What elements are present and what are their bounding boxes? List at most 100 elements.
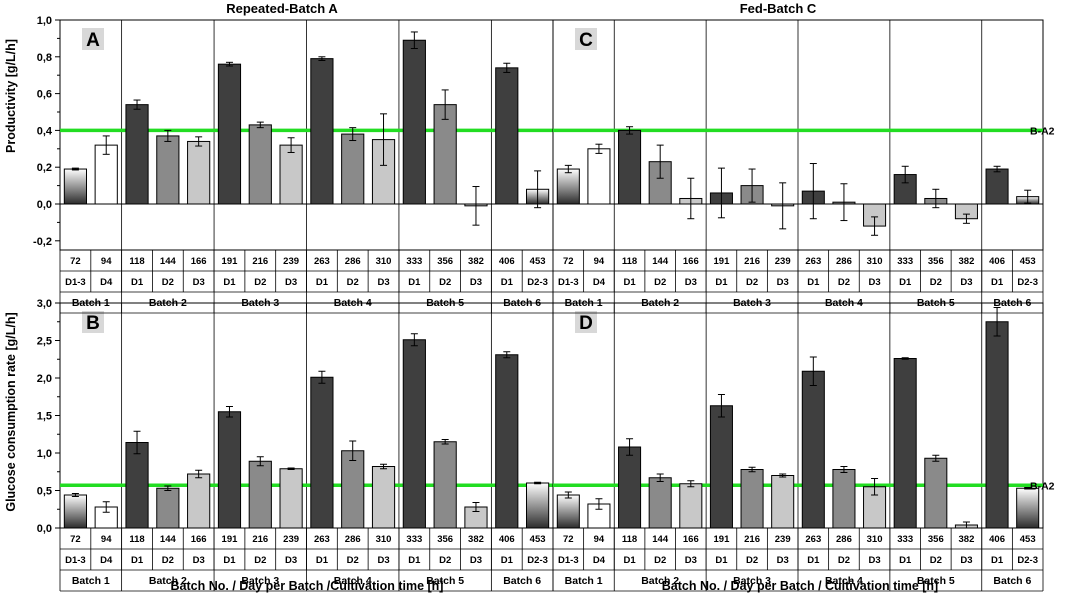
day-label: D2 — [347, 277, 359, 288]
day-label: D1 — [715, 555, 728, 566]
day-label: D1 — [991, 555, 1004, 566]
day-label: D2-3 — [1017, 555, 1038, 566]
day-label: D1 — [715, 277, 728, 288]
day-label: D2 — [654, 277, 666, 288]
panel-letter-bg — [575, 311, 597, 333]
y-tick-label: 1,0 — [37, 448, 52, 460]
bar — [709, 405, 733, 529]
hour-label: 216 — [252, 256, 268, 267]
x-category-table-top: 72 94 118 144 166 191 216 239 263 286 310 333 356 382… — [59, 250, 1044, 314]
hour-label: 118 — [129, 534, 144, 545]
hour-label: 166 — [191, 256, 207, 267]
day-label: D2-3 — [527, 277, 548, 288]
reference-label-top: B-A2 — [1030, 125, 1055, 137]
batch-label: Batch 6 — [503, 297, 541, 309]
bar — [63, 494, 87, 529]
day-label: D1-3 — [558, 277, 579, 288]
day-label: D1 — [899, 555, 912, 566]
day-label: D2 — [162, 277, 174, 288]
day-label: D1 — [623, 555, 636, 566]
hour-label: 239 — [775, 534, 791, 545]
bar — [985, 321, 1009, 529]
y-tick-label: 0,6 — [37, 89, 52, 101]
hour-label: 94 — [594, 534, 605, 545]
bar — [310, 376, 334, 529]
day-label: D4 — [593, 277, 606, 288]
xlabel-right: Batch No. / Day per Batch / Cultivation … — [662, 579, 938, 593]
hour-label: 286 — [345, 534, 361, 545]
bar — [556, 168, 580, 205]
day-label: D2 — [162, 555, 174, 566]
day-label: D3 — [777, 277, 789, 288]
y-tick-label: 3,0 — [37, 298, 52, 310]
day-label: D2-3 — [1017, 277, 1038, 288]
y-tick-label: 0,5 — [37, 486, 52, 498]
hour-label: 166 — [191, 534, 207, 545]
x-category-table-bottom: 72 94 118 144 166 191 216 239 263 286 310 333 356 382… — [59, 528, 1044, 592]
day-label: D2 — [254, 555, 266, 566]
panel-A: A — [59, 19, 554, 313]
batch-label: Batch 6 — [993, 575, 1031, 587]
bar — [156, 487, 180, 529]
hour-label: 72 — [70, 256, 81, 267]
day-label: D3 — [868, 555, 880, 566]
day-label: D1-3 — [65, 555, 86, 566]
hour-label: 166 — [683, 534, 699, 545]
bar — [740, 469, 764, 529]
bar — [402, 339, 426, 529]
hour-label: 144 — [652, 256, 669, 267]
hour-label: 144 — [652, 534, 669, 545]
day-label: D1 — [807, 277, 820, 288]
hour-label: 239 — [283, 534, 299, 545]
batch-label: Batch 1 — [565, 297, 603, 309]
hour-label: 191 — [714, 534, 731, 545]
day-label: D1 — [131, 277, 144, 288]
hour-label: 216 — [744, 534, 760, 545]
hour-label: 166 — [683, 256, 699, 267]
bar — [618, 446, 642, 529]
day-label: D3 — [777, 555, 789, 566]
bar — [156, 135, 180, 205]
day-label: D1 — [807, 555, 820, 566]
day-label: D3 — [685, 555, 697, 566]
day-label: D4 — [593, 555, 606, 566]
bar — [526, 482, 550, 529]
hour-label: 453 — [1020, 534, 1036, 545]
hour-label: 263 — [314, 534, 330, 545]
bar — [801, 370, 825, 529]
hour-label: 263 — [314, 256, 330, 267]
hour-label: 406 — [989, 256, 1005, 267]
hour-label: 333 — [406, 534, 422, 545]
panel-B: B — [59, 302, 554, 591]
day-label: D3 — [193, 277, 205, 288]
y-tick-label: 0,0 — [37, 199, 52, 211]
hour-label: 382 — [959, 534, 975, 545]
hour-label: 382 — [468, 256, 484, 267]
day-label: D3 — [285, 555, 297, 566]
bar — [125, 442, 149, 529]
day-label: D2 — [254, 277, 266, 288]
day-label: D1 — [991, 277, 1004, 288]
day-label: D1 — [223, 555, 236, 566]
hour-label: 453 — [530, 256, 546, 267]
ylabel-top: Productivity [g/L/h] — [4, 39, 18, 153]
day-label: D2 — [746, 555, 758, 566]
hour-label: 310 — [867, 256, 883, 267]
batch-label: Batch 1 — [72, 575, 110, 587]
day-label: D2-3 — [527, 555, 548, 566]
batch-label: Batch 5 — [917, 575, 955, 587]
batch-label: Batch 3 — [733, 297, 771, 309]
bar — [924, 457, 948, 529]
hour-label: 382 — [959, 256, 975, 267]
ylabel-bottom: Glucose consumption rate [g/L/h] — [4, 312, 18, 511]
bar — [1016, 487, 1040, 529]
panel-letter: B — [86, 313, 100, 334]
y-tick-label: 2,5 — [37, 336, 52, 348]
hour-label: 118 — [622, 256, 637, 267]
day-label: D1 — [623, 277, 636, 288]
y-tick-label: 2,0 — [37, 373, 52, 385]
day-label: D1 — [316, 277, 329, 288]
bar — [371, 466, 396, 529]
batch-label: Batch 6 — [503, 575, 541, 587]
panel-letter: D — [579, 313, 593, 334]
